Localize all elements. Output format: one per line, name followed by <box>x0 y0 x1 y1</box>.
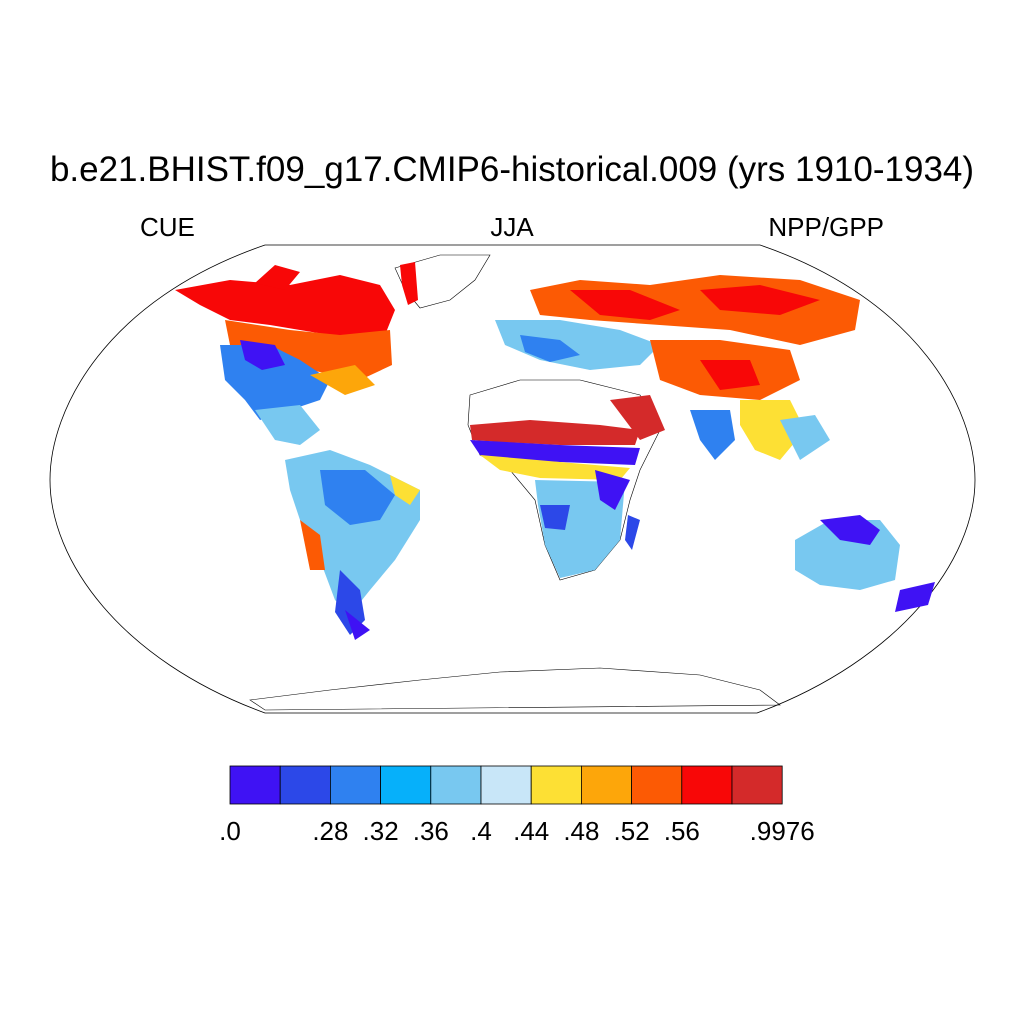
colorbar-tick-label: .48 <box>563 816 599 846</box>
season-label: JJA <box>490 212 534 242</box>
colorbar-tick-label: .9976 <box>750 816 815 846</box>
colorbar-swatch <box>681 765 733 805</box>
colorbar-swatch <box>581 765 633 805</box>
colorbar-swatch <box>530 765 582 805</box>
variable-label: CUE <box>140 212 195 242</box>
south-america <box>285 450 420 640</box>
colorbar-swatch <box>380 765 432 805</box>
colorbar-swatches <box>229 765 783 805</box>
colorbar-swatch <box>631 765 683 805</box>
colorbar-swatch <box>731 765 783 805</box>
plot-title: b.e21.BHIST.f09_g17.CMIP6-historical.009… <box>49 150 975 189</box>
colorbar-tick-label: .4 <box>470 816 492 846</box>
units-label: NPP/GPP <box>768 212 884 242</box>
colorbar-swatch <box>430 765 482 805</box>
north-america <box>175 265 395 445</box>
colorbar-tick-label: .32 <box>363 816 399 846</box>
colorbar-tick-label: .0 <box>219 816 241 846</box>
africa <box>467 379 665 581</box>
colorbar-tick-label: .28 <box>312 816 348 846</box>
colorbar-swatch <box>480 765 532 805</box>
colorbar-tick-label: .36 <box>413 816 449 846</box>
colorbar-tick-label: .56 <box>664 816 700 846</box>
colorbar-tick-label: .44 <box>513 816 549 846</box>
colorbar-swatch <box>229 765 281 805</box>
eurasia <box>495 275 860 460</box>
colorbar-tick-label: .52 <box>614 816 650 846</box>
map-border <box>49 244 976 714</box>
colorbar-swatch <box>279 765 331 805</box>
colorbar-swatch <box>329 765 381 805</box>
colorbar-tick-labels: .0 .28 .32 .36 .4 .44 .48 .52 .56 .9976 <box>219 816 815 846</box>
australia <box>795 515 935 612</box>
antarctica <box>249 667 781 711</box>
